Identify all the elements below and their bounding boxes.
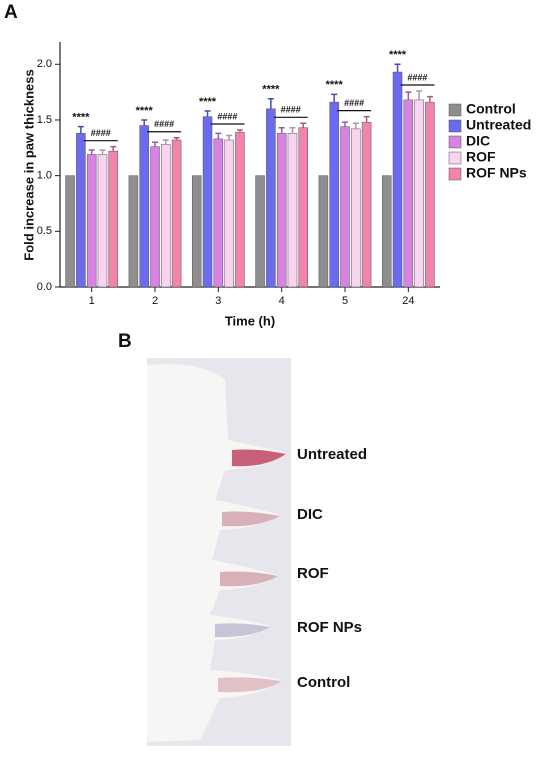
error-bar [416,90,423,100]
bar [340,126,350,288]
significance-label: #### [281,105,301,115]
x-tick-label: 5 [342,295,348,307]
bar [191,175,202,288]
error-bar [141,119,148,126]
x-tick-label: 4 [279,295,285,307]
error-bar [405,91,412,100]
photo [147,358,291,746]
significance-label: **** [262,84,280,96]
bar [298,127,309,288]
error-bar [394,63,401,73]
error-bar [204,110,211,117]
error-bar [267,98,274,109]
x-tick-label: 2 [152,295,158,307]
bar [425,101,435,288]
significance-label: #### [154,119,174,129]
bar [403,99,414,288]
significance-label: **** [326,79,344,91]
significance-label: **** [389,49,407,61]
bar [202,116,213,288]
legend-label: ROF [466,149,496,165]
error-bar [77,125,84,134]
significance-label: **** [72,112,90,124]
x-tick-label: 3 [215,295,221,307]
photo-label: ROF NPs [297,619,362,636]
bar [108,150,119,288]
bar [224,139,234,288]
error-bar [342,121,348,127]
legend-swatch [448,151,462,165]
photo-label: Control [297,674,350,691]
y-tick-label: 0.5 [37,225,52,237]
significance-label: #### [407,72,427,82]
bar [351,128,361,288]
panel-label: A [4,2,18,23]
legend-swatch [448,167,462,181]
error-bar [426,95,433,103]
bar [392,71,403,288]
y-tick-label: 1.5 [37,114,52,126]
bar [255,175,265,288]
error-bar [99,149,106,155]
y-tick-label: 2.0 [37,58,52,70]
legend-label: ROF NPs [466,165,527,181]
significance-label: **** [199,96,217,108]
bar [86,154,97,288]
error-bar [173,137,180,140]
bar [276,133,287,288]
x-axis-label: Time (h) [225,313,275,328]
error-bar [226,134,233,140]
y-axis-label: Fold increase in paw thickness [21,69,36,260]
error-bar [110,145,117,152]
photo-label: ROF [297,565,329,582]
error-bar [352,122,359,129]
bar [329,101,339,288]
error-bar [331,93,338,103]
legend-swatch [448,135,462,149]
bar [361,121,372,288]
legend-swatch [448,119,462,133]
y-tick-label: 1.0 [37,170,52,182]
error-bar [278,127,285,134]
panel-label: B [118,331,132,352]
error-bar [300,122,307,128]
x-tick-label: 24 [402,295,414,307]
legend-label: Control [466,101,516,117]
x-tick-label: 1 [89,295,95,307]
bar [213,138,224,288]
bar [414,99,424,288]
bar [381,175,392,288]
bar [235,131,245,288]
bar [318,175,329,288]
legend-label: Untreated [466,117,531,133]
error-bar [363,115,370,123]
error-bar [88,149,95,155]
bar [97,154,108,288]
significance-label: #### [217,111,237,121]
bar [128,175,139,288]
bar [139,125,149,288]
significance-label: #### [344,98,364,108]
significance-label: #### [91,128,111,138]
error-bar [152,141,158,147]
legend-swatch [448,103,462,117]
photo-label: Untreated [297,446,367,463]
error-bar [215,132,222,139]
legend-label: DIC [466,133,490,149]
bar [287,133,298,288]
significance-label: **** [136,105,154,117]
bar [161,144,171,288]
bar [150,146,160,288]
photo-label: DIC [297,506,323,523]
y-tick-label: 0.0 [37,281,52,293]
bar [65,175,75,288]
bar [171,139,182,288]
error-bar [236,129,243,133]
error-bar [162,139,169,145]
bar [266,108,276,288]
bar [76,133,86,288]
error-bar [289,127,296,134]
